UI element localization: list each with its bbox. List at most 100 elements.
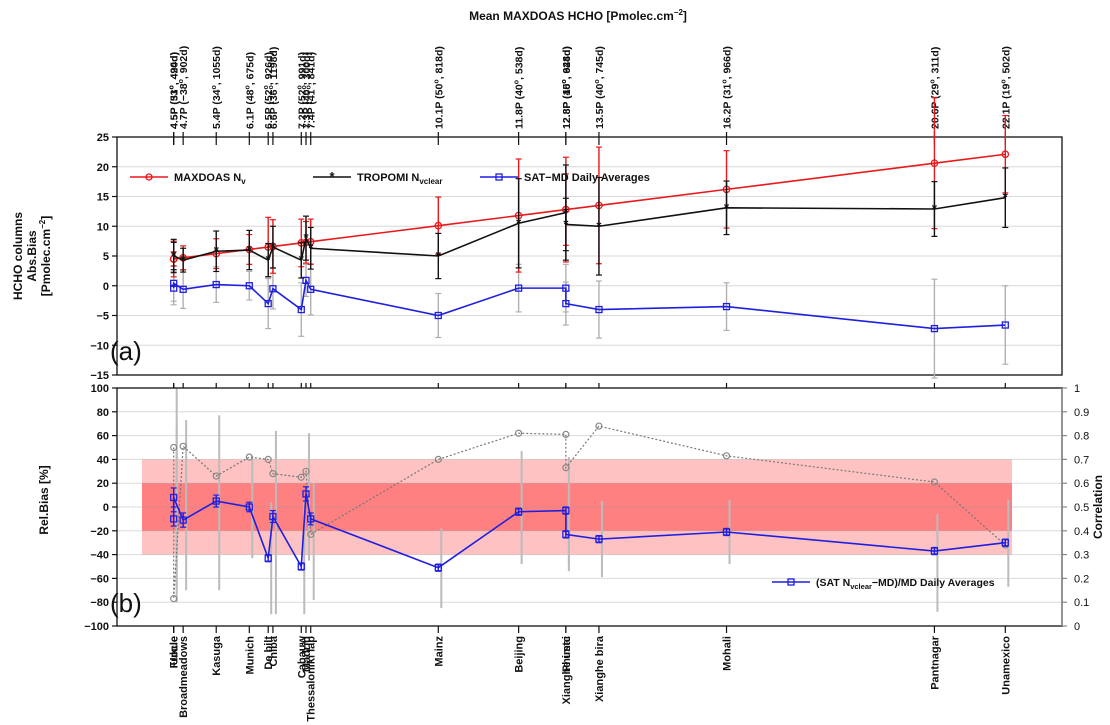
y-tick-label-right: 0 — [1074, 621, 1080, 633]
series-line — [172, 277, 1006, 330]
ylabel-line-3: [Pmolec.cm−2] — [38, 216, 53, 296]
data-point: * — [516, 215, 522, 230]
x-category-label: Cabauw — [296, 636, 308, 679]
y-tick-label: 20 — [97, 478, 109, 490]
correlation-point — [264, 455, 272, 463]
data-point — [307, 285, 315, 293]
panel-a-label: (a) — [110, 336, 142, 366]
relbias-point — [269, 512, 277, 521]
relbias-point — [245, 503, 253, 511]
y-tick-label: 20 — [97, 162, 109, 174]
data-point — [245, 282, 253, 290]
legend-label: SAT−MD Daily Averages — [524, 172, 650, 184]
y-tick-label-right: 0.1 — [1074, 597, 1089, 609]
relbias-point — [179, 516, 187, 524]
y-tick-label-right: 0.8 — [1074, 431, 1089, 443]
y-tick-label: 15 — [97, 192, 109, 204]
top-tick-label: 5.4P (34o, 1055d) — [211, 46, 223, 129]
data-point — [264, 299, 272, 308]
data-point: * — [596, 218, 602, 233]
data-point — [179, 285, 187, 293]
correlation-point — [297, 473, 305, 481]
data-point — [930, 159, 939, 168]
panel-b: −100 −80 −60 −40 −20 0 20 40 60 80 100 0 0.1 0.2 0.3 0.… — [84, 383, 1089, 722]
correlation-point — [170, 443, 178, 452]
data-point — [514, 284, 523, 292]
x-category-label: De bilt — [263, 636, 275, 670]
relbias-point — [562, 506, 570, 515]
y-tick-label: 0 — [103, 502, 109, 514]
relbias-point — [595, 535, 603, 543]
y-tick-label: −100 — [84, 621, 109, 633]
correlation-point — [595, 422, 603, 430]
top-tick-label: 12.8P (40o, 628d) — [561, 46, 573, 129]
top-tick-label: 4.5P (51o, 490d) — [169, 52, 181, 129]
correlation-point — [307, 530, 315, 538]
relbias-point — [434, 564, 442, 572]
data-point — [434, 311, 442, 320]
relbias-point — [212, 497, 220, 505]
data-point: * — [563, 216, 569, 231]
data-point — [297, 305, 305, 314]
y-tick-label: 80 — [97, 407, 109, 419]
legend-marker: * — [329, 169, 335, 184]
x-category-label: Xianghe ustc — [561, 636, 573, 704]
y-tick-label: 40 — [97, 454, 109, 466]
correlation-point — [269, 470, 277, 478]
legend-marker — [145, 173, 153, 181]
correlation-point — [562, 430, 570, 439]
data-point — [212, 280, 220, 289]
x-category-label: Beijing — [514, 636, 526, 673]
relbias-line — [172, 493, 1006, 570]
x-category-label: Phimai — [561, 636, 573, 672]
x-category-label: Fukue — [169, 636, 181, 668]
y-tick-label-right: 0.7 — [1074, 454, 1089, 466]
data-point: * — [303, 230, 309, 245]
y-tick-label-right: 0.2 — [1074, 573, 1089, 585]
legend-label: (SAT Nvclear−MD)/MD Daily Averages — [816, 577, 995, 591]
correlation-point — [302, 467, 310, 475]
data-point — [930, 324, 939, 333]
top-tick-label: 16.2P (31o, 966d) — [722, 46, 734, 129]
chart-top-title: Mean MAXDOAS HCHO [Pmolec.cm−2] — [469, 8, 687, 23]
relbias-point — [170, 515, 178, 523]
legend-marker — [495, 173, 503, 181]
top-tick-label: 22.1P (19o, 502d) — [1000, 46, 1012, 129]
data-point — [595, 305, 603, 314]
relbias-point — [297, 562, 305, 571]
x-category-label: Mohali — [722, 636, 734, 671]
correlation-point — [212, 472, 220, 480]
y-tick-label: 60 — [97, 431, 109, 443]
y-tick-label: −80 — [90, 597, 109, 609]
data-point: * — [247, 242, 253, 257]
x-category-label: Madrid — [301, 636, 313, 672]
data-point: * — [171, 248, 177, 263]
y-tick-label: −40 — [90, 550, 109, 562]
ylabel-line-2: Abs.Bias — [25, 230, 39, 282]
data-point: * — [1003, 190, 1009, 205]
panel-a: −15 −10 −5 0 5 10 15 20 25 4.5P (51o, 490d)4.5P (… — [90, 46, 1063, 382]
x-category-label: Broadmeadows — [178, 636, 190, 718]
top-tick-label: 7.3P (40o, 300d) — [301, 52, 313, 129]
y-tick-label: 100 — [91, 383, 109, 395]
correlation-point — [722, 452, 731, 460]
panel-b-label: (b) — [110, 588, 142, 618]
y-tick-label: −10 — [90, 340, 109, 352]
legend-label: MAXDOAS Nv — [174, 172, 246, 186]
data-point — [434, 221, 443, 230]
data-point — [170, 284, 178, 292]
x-category-label: Mainz — [433, 636, 445, 667]
y-tick-label: −20 — [90, 526, 109, 538]
x-category-label: Xianghe bira — [594, 635, 606, 702]
relbias-point — [264, 554, 272, 562]
correlation-point — [930, 478, 939, 486]
x-category-label: Chiba — [268, 635, 280, 666]
x-category-label: Uccle — [169, 636, 181, 665]
top-tick-label: 6.1P (48o, 675d) — [244, 52, 256, 129]
y-tick-label: 25 — [97, 132, 109, 144]
x-category-label: Unamexico — [1000, 636, 1012, 695]
relbias-point — [722, 528, 731, 536]
data-point — [170, 279, 178, 288]
top-tick-label: 20.6P (29o, 311d) — [929, 47, 941, 129]
